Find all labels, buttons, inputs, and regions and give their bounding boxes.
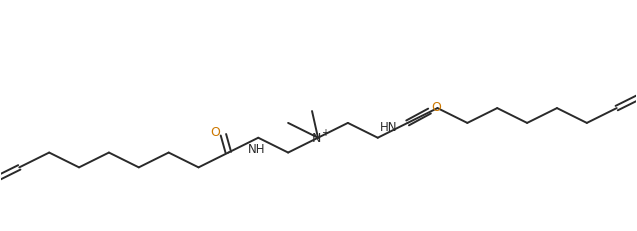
Text: N: N: [311, 132, 320, 145]
Text: NH: NH: [248, 143, 265, 156]
Text: O: O: [210, 126, 220, 139]
Text: O: O: [431, 101, 441, 114]
Text: +: +: [321, 128, 329, 138]
Text: HN: HN: [380, 121, 397, 134]
